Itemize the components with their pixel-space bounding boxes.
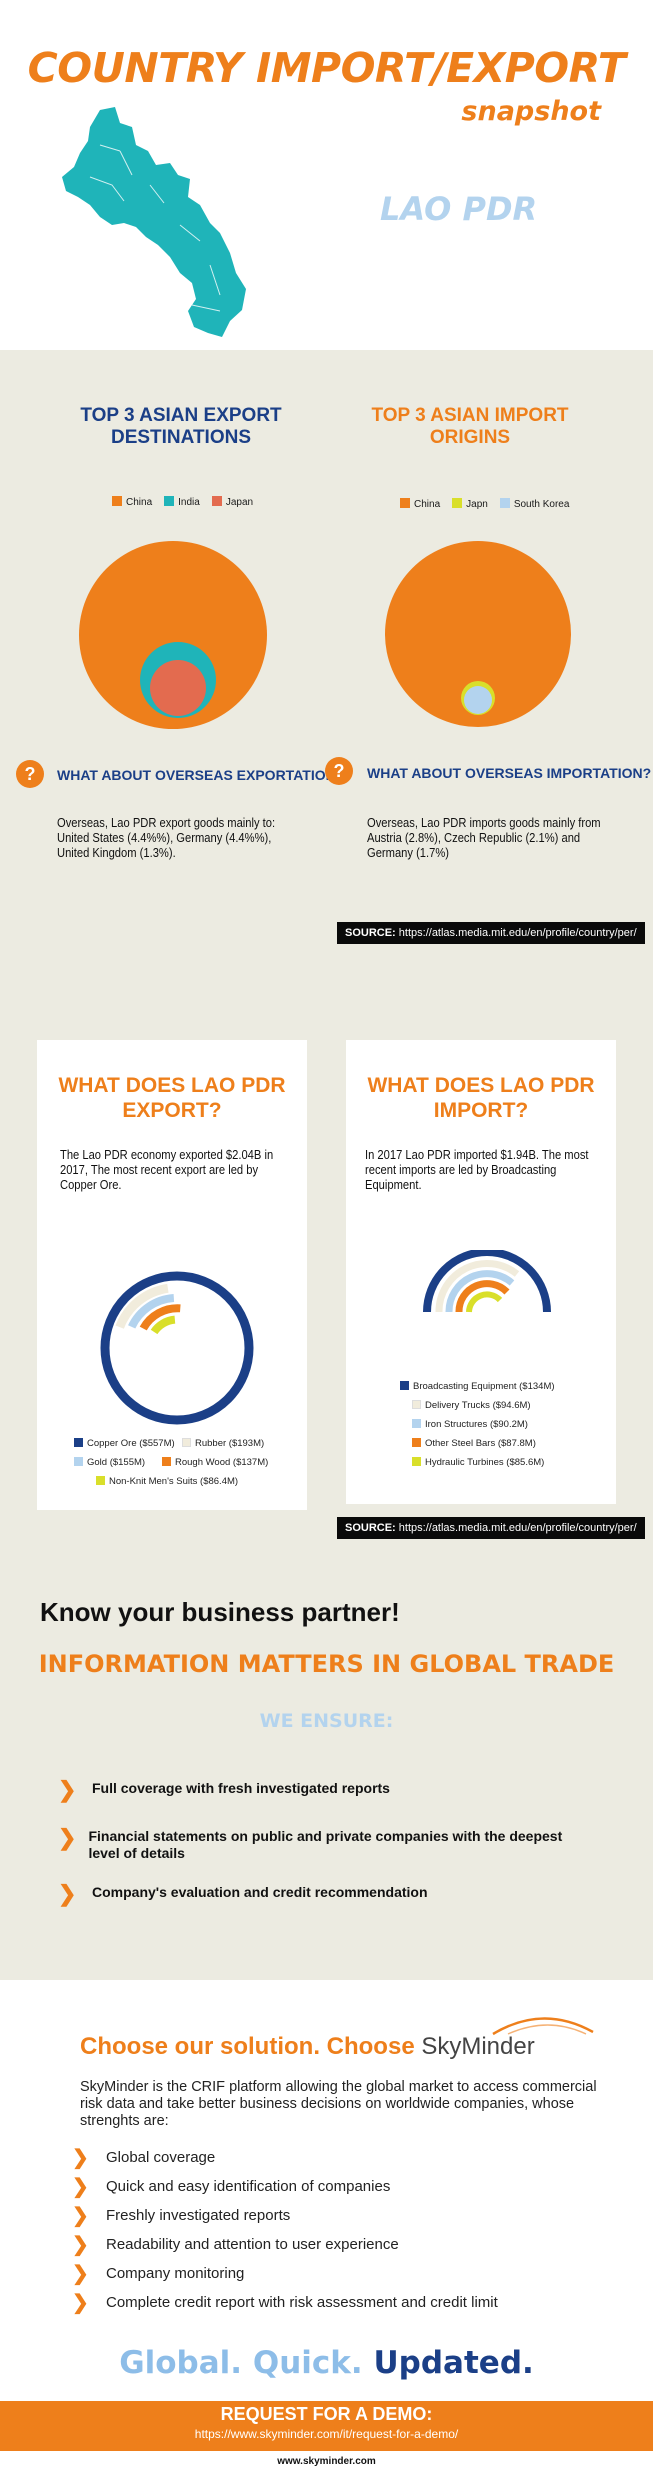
radial-bar-gold: [128, 1293, 175, 1329]
legend-rough-wood: Rough Wood ($137M): [162, 1457, 268, 1468]
legend-item-south-korea: South Korea: [499, 498, 569, 510]
legend-hydraulic-turbines: Hydraulic Turbines ($85.6M): [400, 1453, 610, 1472]
export-card-title: WHAT DOES LAO PDR EXPORT?: [58, 1074, 286, 1122]
chevron-right-icon: ❯: [58, 1825, 77, 1850]
legend-item-india: India: [164, 496, 200, 508]
know-partner-heading: Know your business partner!: [40, 1597, 400, 1627]
circle-china: [385, 541, 571, 727]
export-card-legend: Copper Ore ($557M) Rubber ($193M) Gold ($…: [74, 1434, 304, 1491]
info-heading: INFORMATION MATTERS IN GLOBAL TRADE: [38, 1650, 615, 1678]
radial-bar-non-knit-suits: [150, 1315, 176, 1335]
chevron-right-icon: ❯: [72, 2146, 89, 2169]
page-subtitle: snapshot: [461, 96, 601, 127]
circle-south-korea: [464, 686, 492, 714]
export-circles-chart: [79, 541, 267, 729]
list-item: ❯ Readability and attention to user exper…: [72, 2233, 399, 2256]
demo-link[interactable]: https://www.skyminder.com/it/request-for…: [194, 2427, 459, 2441]
legend-item-china: China: [112, 496, 152, 508]
demo-banner[interactable]: REQUEST FOR A DEMO: https://www.skyminde…: [0, 2401, 653, 2451]
legend-rubber: Rubber ($193M): [182, 1438, 264, 1449]
we-ensure-heading: WE ENSURE:: [259, 1710, 394, 1732]
country-name: LAO PDR: [380, 190, 538, 228]
export-destinations-title: TOP 3 ASIAN EXPORT DESTINATIONS: [80, 405, 282, 448]
list-item: ❯ Freshly investigated reports: [72, 2204, 291, 2227]
laos-map-icon: [62, 107, 246, 337]
chevron-right-icon: ❯: [58, 1881, 77, 1906]
solution-description: SkyMinder is the CRIF platform allowing …: [80, 2079, 597, 2129]
legend-copper-ore: Copper Ore ($557M): [74, 1434, 182, 1453]
import-radial-chart: [423, 1250, 551, 1313]
ensure-list: ❯ Full coverage with fresh investigated …: [58, 1777, 578, 1906]
list-item: ❯ Company's evaluation and credit recomm…: [58, 1881, 428, 1906]
legend-non-knit-suits: Non-Knit Men's Suits ($86.4M): [74, 1472, 304, 1491]
list-item: ❯ Financial statements on public and pri…: [58, 1825, 563, 1862]
export-card-text: The Lao PDR economy exported $2.04B in 2…: [60, 1147, 274, 1192]
radial-bar-rough-wood: [139, 1304, 181, 1331]
footer-link[interactable]: www.skyminder.com: [277, 2456, 376, 2467]
list-item: ❯ Global coverage: [72, 2146, 216, 2169]
radial-bar-copper-ore: [100, 1271, 254, 1425]
radial-bar-hydraulic-turbines: [466, 1291, 503, 1313]
list-item: ❯ Complete credit report with risk assess…: [72, 2291, 498, 2314]
legend-steel-bars: Other Steel Bars ($87.8M): [400, 1434, 610, 1453]
legend-gold: Gold ($155M): [74, 1453, 162, 1472]
features-list: ❯ Global coverage ❯ Quick and easy identif…: [72, 2143, 612, 2317]
demo-title: REQUEST FOR A DEMO:: [220, 2404, 433, 2424]
import-card-text: In 2017 Lao PDR imported $1.94B. The mos…: [365, 1147, 589, 1192]
skyminder-arc-icon: [492, 2017, 594, 2036]
circle-china: [79, 541, 267, 729]
chevron-right-icon: ❯: [72, 2291, 89, 2314]
legend-delivery-trucks: Delivery Trucks ($94.6M): [400, 1396, 610, 1415]
chevron-right-icon: ❯: [72, 2204, 89, 2227]
list-item: ❯ Quick and easy identification of compan…: [72, 2175, 391, 2198]
overseas-export-question: WHAT ABOUT OVERSEAS EXPORTATION?: [57, 767, 345, 783]
source-link[interactable]: https://atlas.media.mit.edu/en/profile/c…: [398, 927, 637, 939]
source-note: SOURCE: https://atlas.media.mit.edu/en/p…: [337, 922, 645, 944]
tagline: Global. Quick. Updated.: [119, 2345, 534, 2381]
import-card-legend: Broadcasting Equipment ($134M) Delivery …: [400, 1377, 610, 1472]
radial-bar-broadcasting: [423, 1250, 551, 1313]
radial-bar-iron-structures: [445, 1270, 515, 1313]
overseas-import-text: Overseas, Lao PDR imports goods mainly f…: [367, 815, 601, 860]
legend-item-japan: Japan: [211, 496, 253, 508]
overseas-export-text: Overseas, Lao PDR export goods mainly to…: [57, 815, 276, 860]
legend-item-china: China: [400, 498, 440, 510]
circle-japan: [150, 660, 206, 716]
source-note: SOURCE: https://atlas.media.mit.edu/en/p…: [337, 1517, 645, 1539]
list-item: ❯ Company monitoring: [72, 2262, 245, 2285]
source-link[interactable]: https://atlas.media.mit.edu/en/profile/c…: [398, 1522, 637, 1534]
legend-broadcasting: Broadcasting Equipment ($134M): [400, 1377, 610, 1396]
import-origins-title: TOP 3 ASIAN IMPORT ORIGINS: [371, 405, 569, 448]
skyminder-logo: SkyMinder: [421, 2033, 535, 2060]
chevron-right-icon: ❯: [58, 1777, 77, 1802]
overseas-import-question: WHAT ABOUT OVERSEAS IMPORTATION?: [367, 765, 652, 781]
chevron-right-icon: ❯: [72, 2262, 89, 2285]
import-circles-chart: [385, 541, 571, 727]
question-icon: ?: [16, 760, 44, 788]
export-legend: China India Japan: [112, 496, 253, 508]
chevron-right-icon: ❯: [72, 2175, 89, 2198]
radial-bar-rubber: [115, 1283, 169, 1329]
list-item: ❯ Full coverage with fresh investigated …: [58, 1777, 390, 1802]
legend-iron-structures: Iron Structures ($90.2M): [400, 1415, 610, 1434]
import-card-title: WHAT DOES LAO PDR IMPORT?: [367, 1074, 595, 1122]
chevron-right-icon: ❯: [72, 2233, 89, 2256]
legend-item-japn: Japn: [452, 498, 488, 510]
solution-heading: Choose our solution. Choose SkyMinder: [80, 2033, 535, 2060]
page-title: COUNTRY IMPORT/EXPORT: [27, 44, 626, 92]
radial-bar-steel-bars: [455, 1280, 510, 1313]
question-icon: ?: [325, 757, 353, 785]
import-legend: China Japn South Korea: [400, 498, 569, 510]
radial-bar-delivery-trucks: [435, 1260, 520, 1313]
export-radial-chart: [100, 1271, 254, 1425]
